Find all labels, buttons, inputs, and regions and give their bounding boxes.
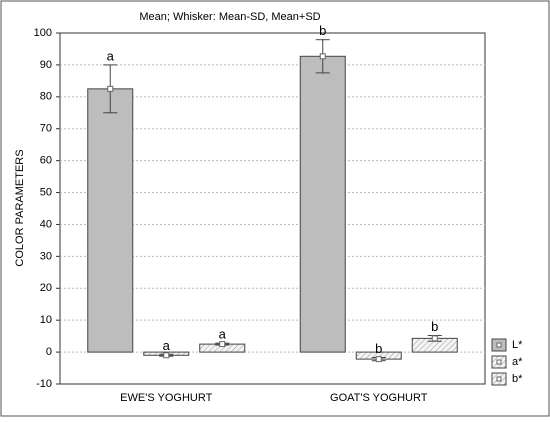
- legend-label: b*: [512, 373, 523, 385]
- mean-marker: [107, 85, 114, 92]
- y-tick-label: 100: [34, 27, 52, 39]
- legend-label: a*: [512, 356, 523, 368]
- y-tick-label: 60: [40, 155, 52, 167]
- significance-letter: b: [375, 341, 382, 356]
- y-tick-label: 30: [40, 250, 52, 262]
- mean-marker: [219, 341, 226, 348]
- y-tick-label: 80: [40, 91, 52, 103]
- bar: [299, 55, 346, 353]
- mean-marker: [431, 335, 438, 342]
- y-tick-label: 70: [40, 123, 52, 135]
- legend-label: L*: [512, 339, 523, 351]
- significance-letter: a: [107, 48, 115, 63]
- significance-letter: b: [319, 23, 326, 38]
- legend-marker: [496, 359, 502, 365]
- significance-letter: a: [219, 327, 227, 342]
- significance-letter: a: [163, 338, 171, 353]
- mean-marker: [375, 356, 382, 363]
- legend-marker: [496, 376, 502, 382]
- mean-marker: [163, 352, 170, 359]
- y-tick-label: -10: [36, 378, 52, 390]
- y-axis-label: COLOR PARAMETERS: [14, 149, 26, 266]
- chart-title: Mean; Whisker: Mean-SD, Mean+SD: [139, 11, 320, 23]
- mean-marker: [319, 53, 326, 60]
- y-tick-label: 0: [46, 346, 52, 358]
- y-tick-label: 50: [40, 186, 52, 198]
- y-tick-label: 10: [40, 314, 52, 326]
- plot-area: [59, 32, 486, 385]
- y-tick-label: 90: [40, 59, 52, 71]
- y-tick-label: 40: [40, 218, 52, 230]
- bar: [87, 88, 134, 353]
- x-tick-label: EWE'S YOGHURT: [120, 392, 212, 404]
- significance-letter: b: [431, 319, 438, 334]
- legend-marker: [496, 342, 502, 348]
- y-tick-label: 20: [40, 282, 52, 294]
- x-tick-label: GOAT'S YOGHURT: [330, 392, 428, 404]
